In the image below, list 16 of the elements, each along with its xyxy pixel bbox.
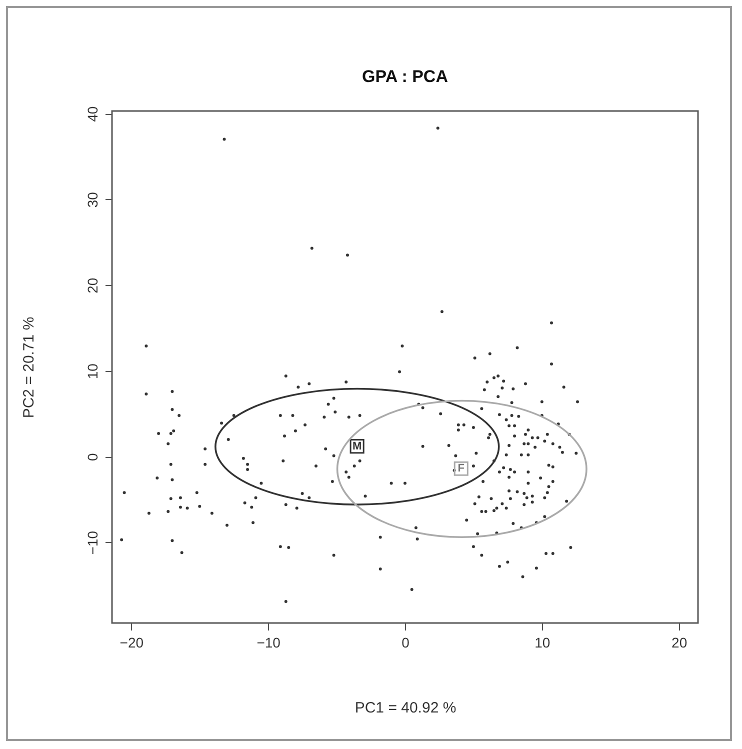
y-tick-label: 10: [84, 363, 100, 380]
x-tick-label: 10: [534, 634, 550, 650]
y-tick-label: 40: [84, 106, 100, 122]
x-tick-label: −10: [256, 634, 281, 650]
x-tick-label: 0: [402, 634, 410, 650]
x-tick-label: −20: [120, 634, 144, 650]
y-tick-label: 30: [84, 192, 100, 208]
annotation: F: [458, 462, 465, 475]
y-tick-label: 20: [84, 278, 100, 294]
x-axis-title: PC1 = 40.92 %: [354, 700, 456, 716]
y-tick-label: −10: [84, 530, 100, 555]
annotation: M: [352, 440, 362, 452]
chart-title: GPA : PCA: [362, 66, 448, 86]
y-axis-title: PC2 = 20.71 %: [20, 316, 38, 418]
y-tick-label: 0: [84, 453, 100, 462]
x-tick-label: 20: [672, 634, 688, 650]
